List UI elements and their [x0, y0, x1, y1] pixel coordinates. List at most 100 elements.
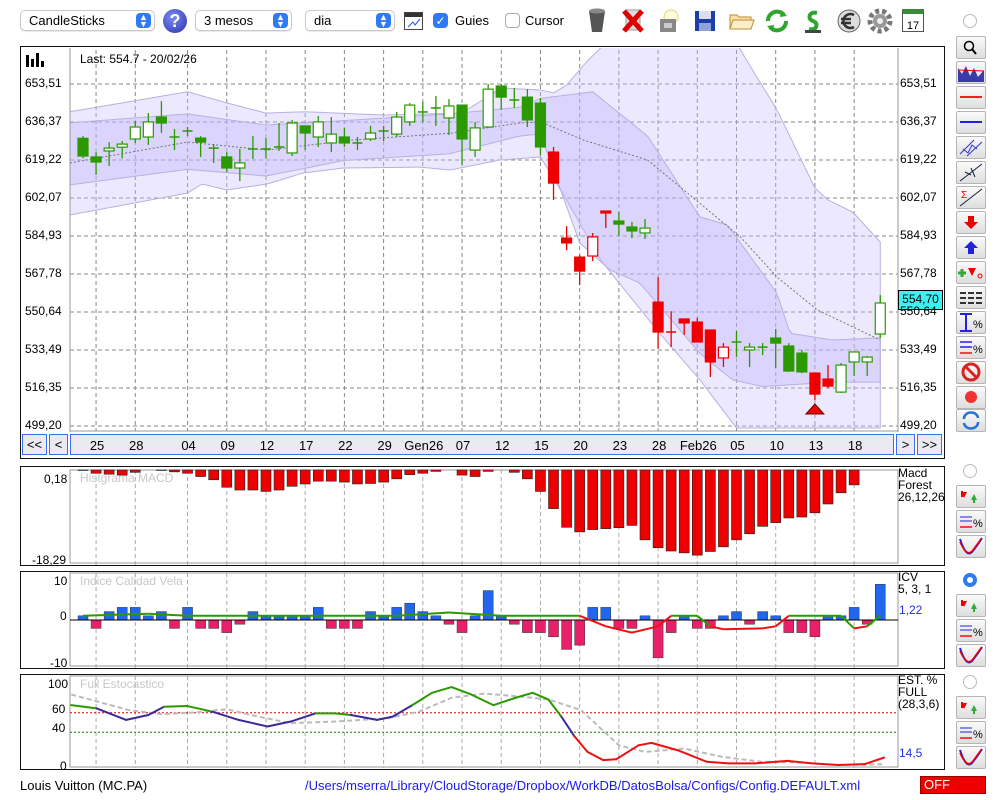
date-label: 12 — [259, 438, 275, 453]
scroll-last-button[interactable]: >> — [917, 434, 942, 455]
chart-type-select[interactable]: CandleSticks ▲ ▼ — [20, 10, 155, 31]
signals-button[interactable] — [956, 696, 986, 719]
macd-title: Histgrama MACD — [80, 471, 174, 485]
v-curve-icon — [959, 748, 983, 766]
buy-arrow-button[interactable] — [956, 236, 986, 259]
candle — [861, 355, 873, 376]
delete-icon[interactable] — [619, 7, 647, 35]
range-percent-button[interactable]: % — [956, 311, 986, 334]
zoom-button[interactable] — [956, 36, 986, 59]
stochastic-panel[interactable] — [20, 674, 945, 770]
off-label: OFF — [924, 777, 950, 792]
candle — [103, 142, 115, 167]
candle — [757, 343, 768, 356]
blue-line-button[interactable] — [956, 111, 986, 134]
cursor-checkbox[interactable] — [505, 13, 520, 28]
signals-button[interactable] — [956, 485, 986, 508]
open-folder-icon[interactable] — [727, 7, 755, 35]
currency-icon[interactable] — [835, 7, 863, 35]
candle-body — [443, 105, 455, 119]
clear-button[interactable] — [956, 361, 986, 384]
macd-bar — [129, 469, 141, 473]
calendar-icon[interactable]: 17 — [902, 9, 924, 32]
guides-checkbox[interactable]: ✓ — [433, 13, 448, 28]
bar-chart-icon[interactable] — [26, 53, 46, 67]
scroll-prev-button[interactable]: < — [49, 434, 68, 455]
off-toggle[interactable]: OFF — [920, 776, 986, 794]
trendline-button[interactable] — [956, 161, 986, 184]
dashed-lines-button[interactable] — [956, 286, 986, 309]
macd-bar — [90, 469, 102, 474]
svg-text:Σ: Σ — [961, 190, 967, 201]
icv-signal-line — [396, 611, 450, 617]
reload-button[interactable] — [956, 409, 986, 432]
lines-percent-button[interactable]: % — [956, 336, 986, 359]
macd-bar — [456, 469, 468, 476]
candle — [626, 221, 638, 239]
macd-bar — [835, 469, 847, 494]
save-icon[interactable] — [691, 7, 719, 35]
percent-lines-button[interactable]: % — [956, 510, 986, 533]
scroll-first-button[interactable]: << — [22, 434, 47, 455]
candle — [717, 343, 730, 368]
print-icon[interactable] — [655, 7, 683, 35]
settings-icon[interactable] — [866, 7, 894, 35]
percent-lines-button[interactable]: % — [956, 721, 986, 744]
interval-value: dia — [314, 13, 332, 28]
price-tick-left: 533,49 — [25, 342, 62, 356]
first-label: << — [26, 437, 43, 452]
candle — [338, 127, 350, 147]
candle — [495, 84, 507, 110]
icv-signal-line — [631, 625, 659, 634]
macd-bar — [783, 469, 795, 519]
signals-button[interactable] — [956, 594, 986, 617]
oscillator-button[interactable] — [956, 746, 986, 769]
oscillator-button[interactable] — [956, 535, 986, 558]
icv-signal-line — [657, 615, 672, 628]
interval-select[interactable]: dia ▲ ▼ — [305, 10, 395, 31]
icv-bar-positive — [875, 584, 886, 621]
sync-icon[interactable] — [799, 7, 827, 35]
icv-signal-line — [579, 614, 607, 628]
candle-body — [652, 301, 664, 333]
icv-bar-positive — [417, 611, 429, 621]
refresh-icon[interactable] — [763, 7, 791, 35]
percent-lines-button[interactable]: % — [956, 619, 986, 642]
chart-overlay-button[interactable] — [956, 61, 986, 84]
oscillator-button[interactable] — [956, 644, 986, 667]
candle-body — [364, 132, 377, 140]
main-panel-radio[interactable] — [963, 14, 977, 28]
no-entry-icon — [961, 362, 981, 382]
sell-arrow-button[interactable] — [956, 211, 986, 234]
panel-select-radio[interactable] — [963, 573, 977, 587]
trash-icon[interactable] — [583, 7, 611, 35]
candle — [521, 89, 533, 128]
icv-bar-negative — [665, 619, 677, 633]
icv-signal-line — [762, 625, 776, 630]
macd-bar — [208, 469, 219, 481]
icv-bar-negative — [744, 619, 755, 625]
help-icon[interactable]: ? — [163, 9, 187, 33]
panel-select-radio[interactable] — [963, 675, 977, 689]
scroll-next-button[interactable]: > — [896, 434, 915, 455]
macd-bar — [809, 469, 821, 514]
config-path-link[interactable]: /Users/mserra/Library/CloudStorage/Dropb… — [305, 778, 861, 793]
price-tick-left: 567,78 — [25, 266, 62, 280]
date-scrollbar[interactable]: 25 28 04 09 12 17 22 29 Gen26 07 12 15 20 23 28 Feb26 05… — [70, 434, 894, 455]
period-select[interactable]: 3 mesos ▲ ▼ — [195, 10, 292, 31]
chart-window-icon[interactable] — [404, 12, 423, 30]
panel-select-radio[interactable] — [963, 464, 977, 478]
add-signal-button[interactable] — [956, 261, 986, 284]
channel-button[interactable] — [956, 136, 986, 159]
chevron-updown-icon: ▲ ▼ — [136, 13, 151, 29]
macd-tick-max: 0,18 — [44, 472, 68, 486]
icv-signal-line — [148, 612, 188, 617]
red-line-button[interactable] — [956, 86, 986, 109]
area-chart-icon — [957, 66, 985, 82]
icv-tick-neg10: -10 — [50, 656, 68, 670]
candle-body — [691, 321, 703, 343]
record-icon — [965, 391, 977, 403]
price-tick-right: 533,49 — [900, 342, 937, 356]
record-button[interactable] — [956, 386, 986, 409]
sigma-trendline-button[interactable]: Σ — [956, 186, 986, 209]
